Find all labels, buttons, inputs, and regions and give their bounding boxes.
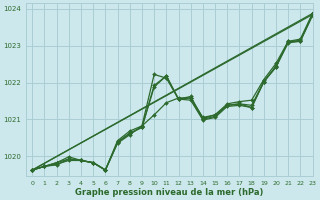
X-axis label: Graphe pression niveau de la mer (hPa): Graphe pression niveau de la mer (hPa) <box>75 188 264 197</box>
